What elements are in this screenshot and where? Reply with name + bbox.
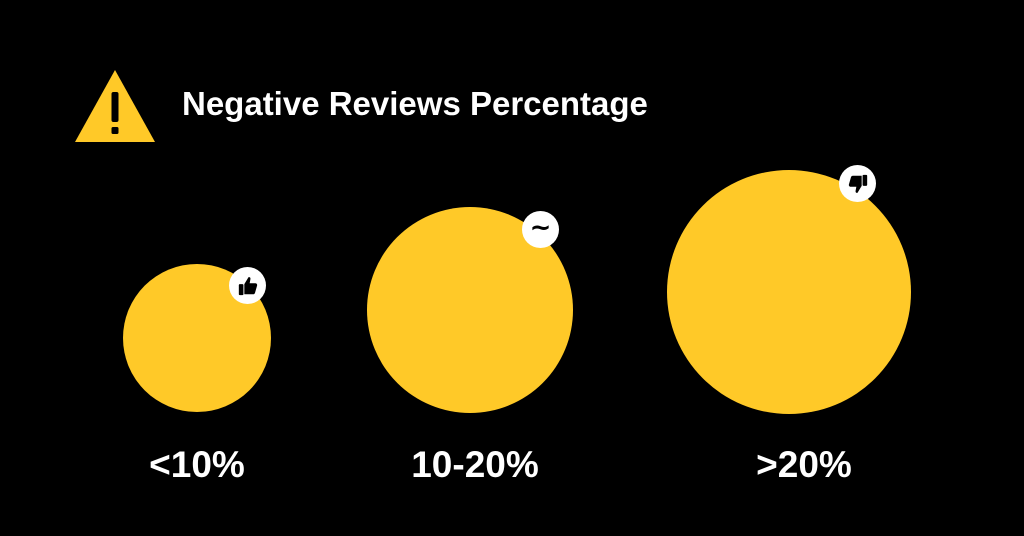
category-label-low: <10% <box>149 444 245 485</box>
category-label-high: >20% <box>756 444 852 485</box>
thumbs-down-icon <box>839 165 876 202</box>
page-title: Negative Reviews Percentage <box>182 85 648 122</box>
thumbs-up-icon <box>229 267 266 304</box>
bubble-high <box>667 170 911 414</box>
category-label-medium: 10-20% <box>411 444 539 485</box>
warning-triangle-icon <box>75 70 155 142</box>
tilde-icon: ~ <box>522 211 559 248</box>
